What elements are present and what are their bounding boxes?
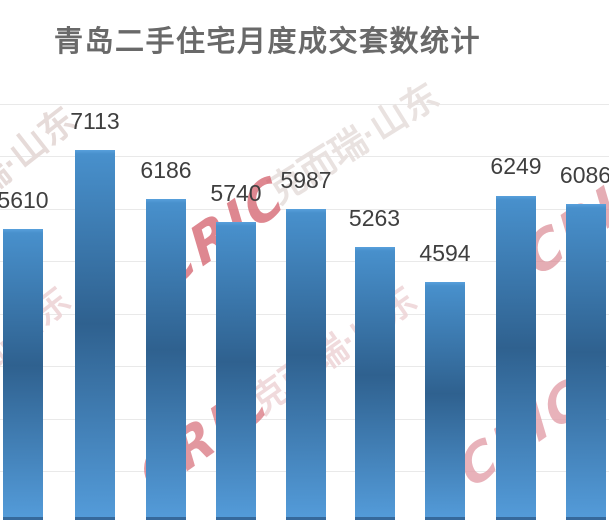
gridline: [0, 103, 609, 105]
bar: [146, 198, 186, 520]
gridline: [0, 208, 609, 210]
bar-value-label: 5987: [280, 167, 332, 194]
bar: [425, 282, 465, 520]
bar-value-label: 4594: [419, 240, 471, 267]
bar: [354, 247, 395, 520]
bar-value-label: 6249: [490, 153, 542, 180]
bar: [3, 229, 43, 520]
bar-value-label: 5263: [348, 205, 401, 232]
bar: [216, 222, 256, 520]
bar-value-label: 6186: [140, 156, 192, 183]
gridline: [0, 156, 609, 157]
bar: [565, 204, 606, 520]
bar: [496, 195, 536, 520]
bar-value-label: 6086: [559, 162, 609, 189]
bar: [286, 209, 326, 520]
bar-value-label: 5740: [210, 180, 262, 207]
chart-title: 青岛二手住宅月度成交套数统计: [54, 26, 482, 58]
bar-value-label: 5610: [0, 187, 49, 213]
bar: [75, 150, 115, 520]
bar-value-label: 7113: [70, 108, 120, 135]
